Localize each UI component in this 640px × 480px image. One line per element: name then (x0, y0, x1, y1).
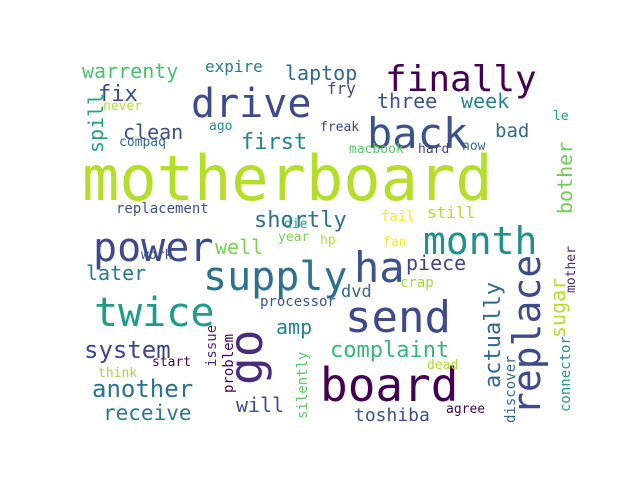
word-twice: twice (94, 290, 214, 336)
word-power: power (93, 225, 213, 271)
word-finally: finally (385, 59, 537, 100)
word-laptop: laptop (285, 61, 357, 85)
word-problem: problem (221, 334, 237, 393)
word-dvd: dvd (341, 282, 372, 302)
word-die: die (284, 217, 308, 232)
word-hp: hp (320, 233, 336, 248)
word-processor: processor (260, 294, 336, 310)
word-fan: fan (383, 235, 406, 250)
word-crap: crap (400, 275, 434, 291)
word-first: first (241, 130, 307, 155)
word-fix: fix (98, 82, 138, 107)
word-think: think (98, 366, 137, 381)
word-month: month (423, 219, 537, 263)
word-actually: actually (481, 282, 506, 388)
word-hard: hard (418, 142, 449, 157)
word-board: board (320, 358, 458, 412)
word-connector: connector (558, 336, 574, 412)
word-silently: silently (295, 352, 311, 419)
word-never: never (103, 99, 142, 114)
word-later: later (86, 261, 146, 285)
word-le: le (553, 109, 569, 124)
word-another: another (92, 375, 193, 403)
word-sugar: sugar (546, 278, 570, 338)
word-replace: replace (505, 255, 549, 415)
word-piece: piece (406, 251, 466, 275)
word-replacement: replacement (116, 201, 209, 217)
word-three: three (377, 89, 437, 113)
word-system: system (84, 336, 171, 364)
word-now: now (462, 139, 486, 154)
word-will: will (236, 393, 284, 417)
word-year: year (278, 230, 309, 245)
word-macbook: macbook (349, 142, 404, 157)
word-still: still (427, 203, 475, 222)
word-start: start (152, 355, 191, 370)
word-work: work (141, 248, 172, 263)
word-issue: issue (204, 325, 220, 367)
word-warrenty: warrenty (82, 59, 178, 83)
word-supply: supply (203, 254, 348, 300)
word-toshiba: toshiba (354, 405, 430, 426)
word-clean: clean (123, 120, 183, 144)
word-agree: agree (446, 402, 485, 417)
word-ha: ha (354, 243, 405, 292)
word-well: well (215, 235, 263, 259)
word-fail: fail (381, 209, 415, 225)
word-bad: bad (495, 120, 529, 142)
word-back: back (367, 109, 468, 158)
word-ago: ago (209, 119, 232, 134)
word-bother: bother (553, 142, 577, 214)
word-week: week (461, 89, 509, 113)
word-discover: discover (503, 356, 519, 423)
word-dead: dead (427, 358, 458, 373)
word-amp: amp (276, 315, 312, 339)
word-drive: drive (191, 81, 311, 127)
word-motherboard: motherboard (82, 142, 493, 215)
word-send: send (345, 292, 451, 343)
word-freak: freak (320, 120, 359, 135)
word-fry: fry (327, 79, 356, 98)
word-receive: receive (103, 401, 192, 425)
word-mother: mother (564, 246, 579, 293)
word-complaint: complaint (330, 338, 449, 363)
word-compaq: compaq (119, 135, 166, 150)
word-go: go (219, 330, 273, 385)
word-shortly: shortly (254, 208, 347, 233)
word-expire: expire (205, 57, 263, 76)
word-spill: spill (84, 93, 108, 153)
